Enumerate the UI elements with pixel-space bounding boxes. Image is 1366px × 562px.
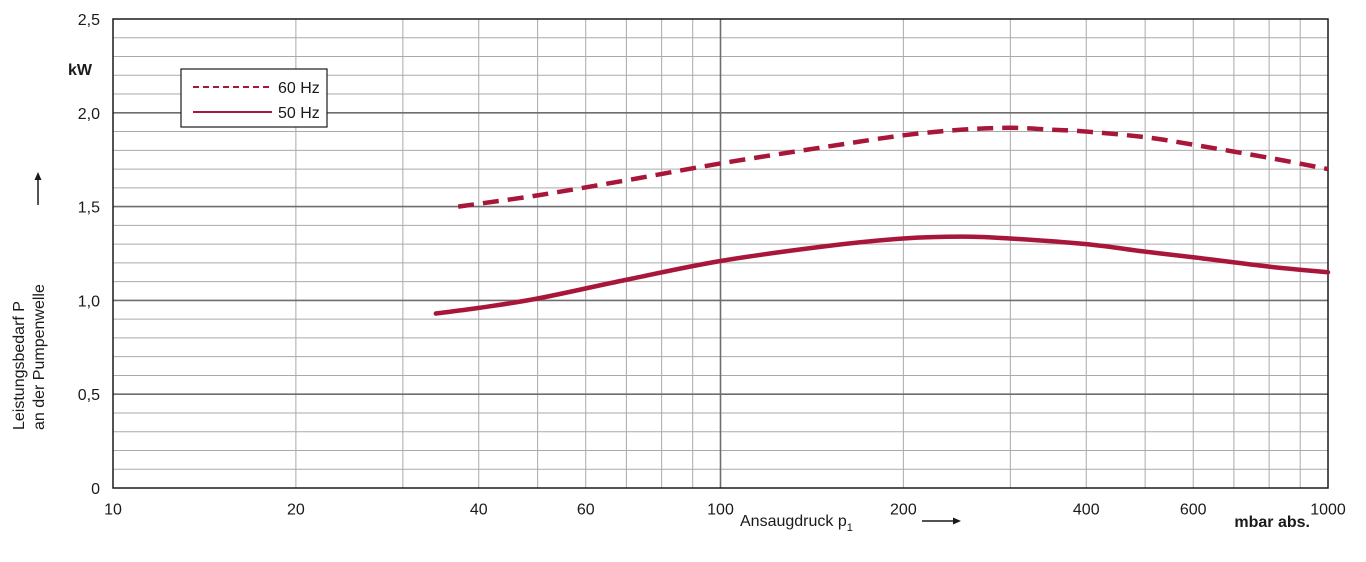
x-axis-title-main: Ansaugdruck p	[740, 513, 847, 530]
x-axis-title: Ansaugdruck p1	[740, 513, 961, 534]
y-tick-labels: 0 0,5 1,0 1,5 2,0 2,5	[78, 12, 100, 498]
x-axis-title-subscript: 1	[847, 522, 853, 534]
y-axis-title: Leistungsbedarf P an der Pumpenwelle	[11, 172, 48, 430]
y-tick-label: 1,5	[78, 200, 100, 217]
x-tick-label: 40	[470, 501, 488, 518]
x-tick-label: 10	[104, 501, 122, 518]
y-arrow-icon	[34, 172, 42, 205]
y-tick-label: 2,0	[78, 106, 100, 123]
x-tick-labels: 10 20 40 60 100 200 400 600 1000	[104, 501, 1346, 518]
series-line-50hz	[433, 234, 1331, 316]
x-arrow-icon	[922, 517, 961, 525]
legend-label-50hz: 50 Hz	[278, 105, 320, 122]
x-tick-label: 20	[287, 501, 305, 518]
y-axis-title-line1: Leistungsbedarf P	[11, 301, 28, 430]
x-unit-label: mbar abs.	[1234, 514, 1310, 531]
series-line-60hz	[457, 125, 1329, 209]
y-tick-label: 0,5	[78, 387, 100, 404]
x-tick-label: 400	[1073, 501, 1100, 518]
x-tick-label: 60	[577, 501, 595, 518]
x-tick-label: 100	[707, 501, 734, 518]
y-tick-label: 2,5	[78, 12, 100, 29]
x-tick-label: 200	[890, 501, 917, 518]
legend: 60 Hz 50 Hz	[180, 68, 328, 128]
y-unit-label: kW	[68, 62, 93, 79]
legend-label-60hz: 60 Hz	[278, 80, 320, 97]
x-tick-label: 1000	[1310, 501, 1346, 518]
plot-frame	[112, 18, 1329, 489]
y-tick-label: 0	[91, 481, 100, 498]
series-lines	[433, 125, 1331, 316]
y-axis-title-line2: an der Pumpenwelle	[31, 284, 48, 430]
legend-box	[180, 68, 328, 128]
x-tick-label: 600	[1180, 501, 1207, 518]
y-tick-label: 1,0	[78, 293, 100, 310]
svg-text:Ansaugdruck p1: Ansaugdruck p1	[740, 513, 853, 534]
